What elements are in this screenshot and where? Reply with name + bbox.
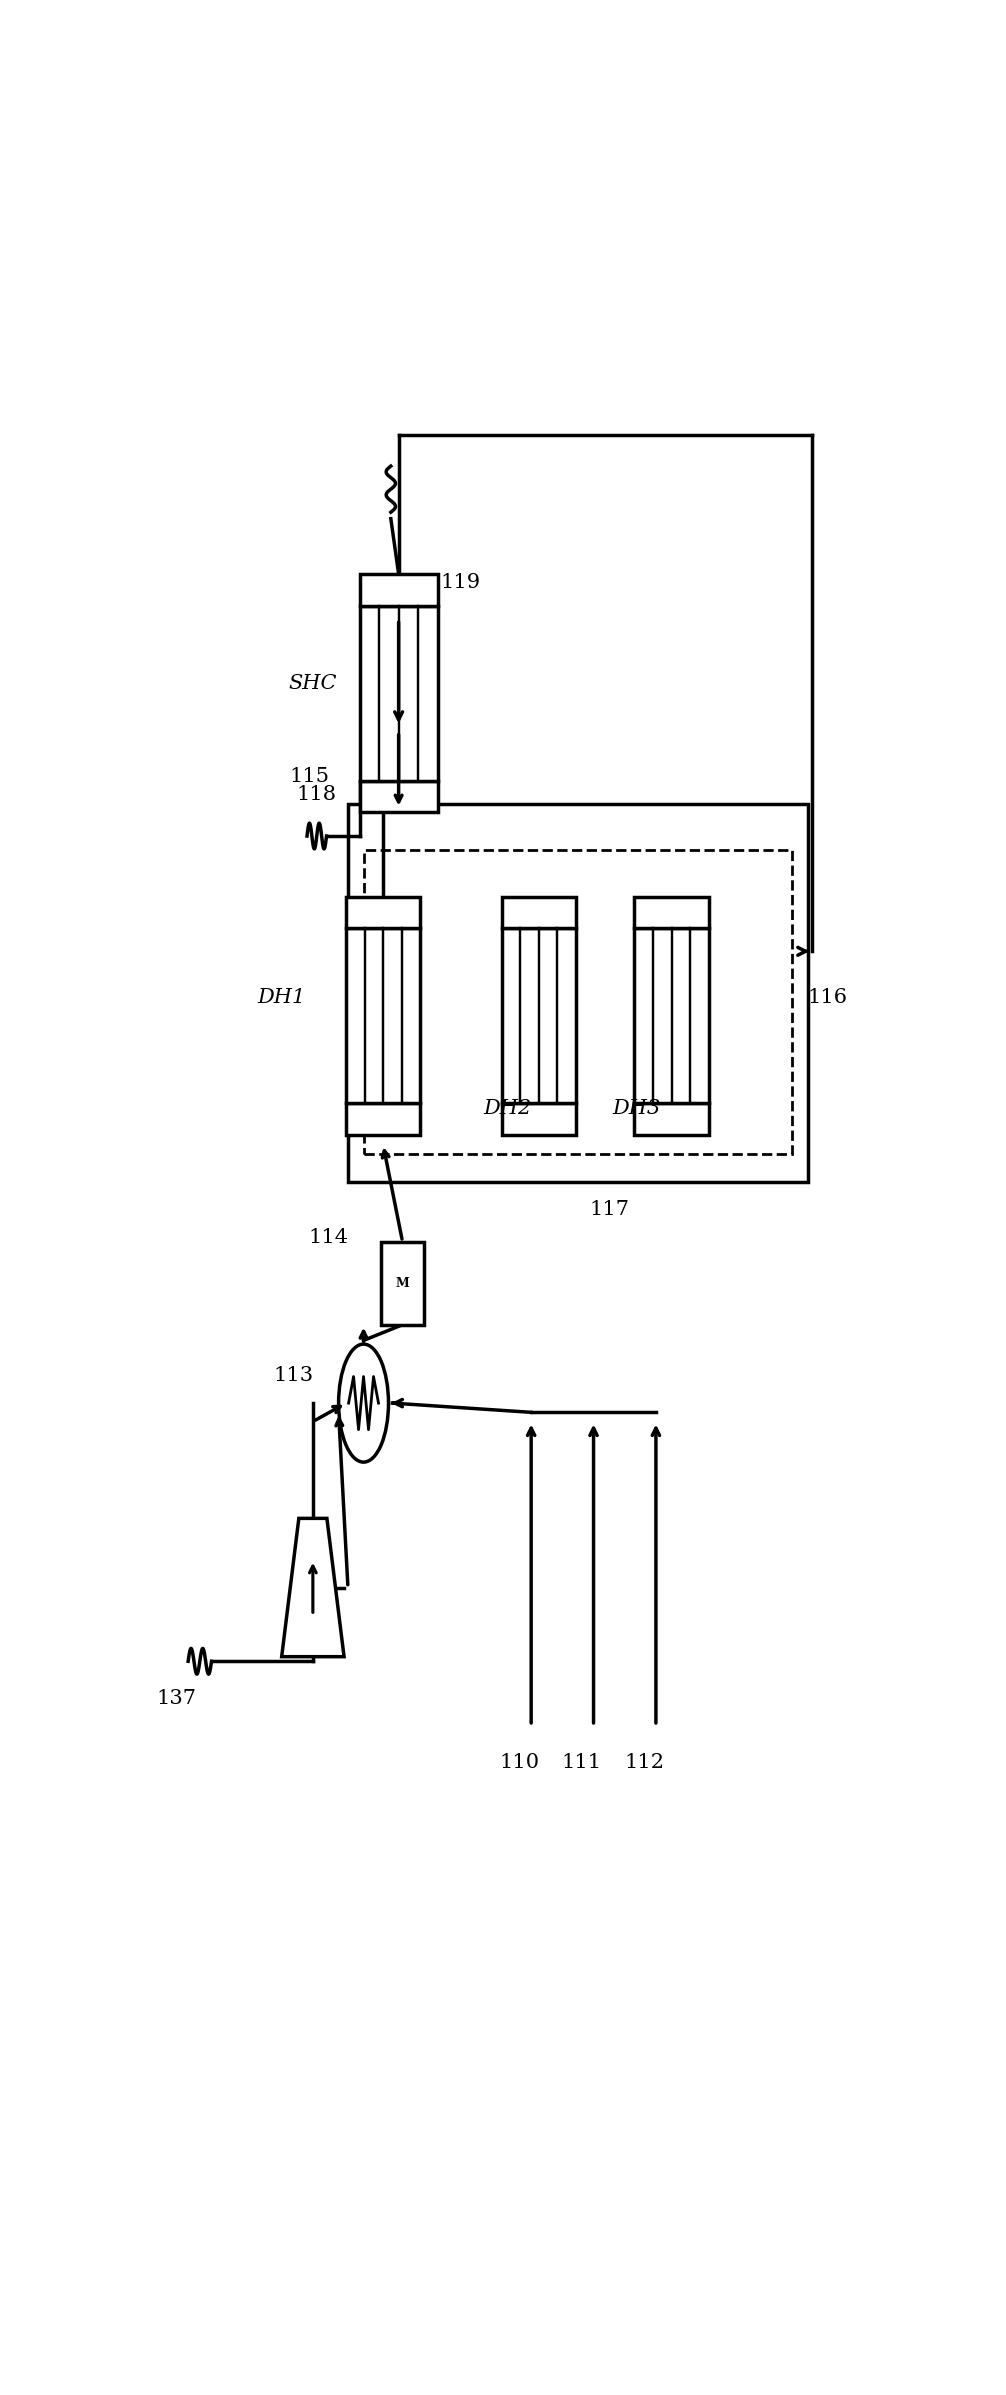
Text: DH3: DH3 bbox=[613, 1099, 661, 1118]
Bar bbox=[381, 1241, 424, 1324]
Polygon shape bbox=[282, 1518, 344, 1657]
Text: 116: 116 bbox=[808, 987, 847, 1006]
Bar bbox=[502, 896, 576, 929]
Bar bbox=[346, 929, 421, 1104]
Bar bbox=[346, 896, 421, 929]
Text: 115: 115 bbox=[289, 766, 329, 786]
Text: 113: 113 bbox=[274, 1365, 314, 1384]
Text: 117: 117 bbox=[590, 1200, 629, 1219]
Text: DH1: DH1 bbox=[258, 987, 306, 1006]
Bar bbox=[359, 606, 438, 781]
Text: SHC: SHC bbox=[289, 675, 337, 695]
Bar bbox=[635, 896, 708, 929]
Text: 111: 111 bbox=[561, 1753, 602, 1772]
Text: M: M bbox=[395, 1277, 409, 1291]
Bar bbox=[502, 1104, 576, 1135]
Bar bbox=[502, 929, 576, 1104]
Text: 118: 118 bbox=[297, 786, 337, 805]
Bar bbox=[346, 1104, 421, 1135]
Bar bbox=[363, 850, 793, 1154]
Bar bbox=[359, 575, 438, 606]
Bar bbox=[635, 1104, 708, 1135]
Bar bbox=[635, 929, 708, 1104]
Bar bbox=[348, 805, 808, 1181]
Text: 112: 112 bbox=[624, 1753, 664, 1772]
Text: 119: 119 bbox=[441, 572, 481, 592]
Text: 110: 110 bbox=[499, 1753, 539, 1772]
Bar bbox=[359, 781, 438, 812]
Text: 114: 114 bbox=[309, 1229, 348, 1248]
Circle shape bbox=[339, 1344, 388, 1461]
Text: DH2: DH2 bbox=[484, 1099, 532, 1118]
Text: 137: 137 bbox=[156, 1688, 196, 1708]
